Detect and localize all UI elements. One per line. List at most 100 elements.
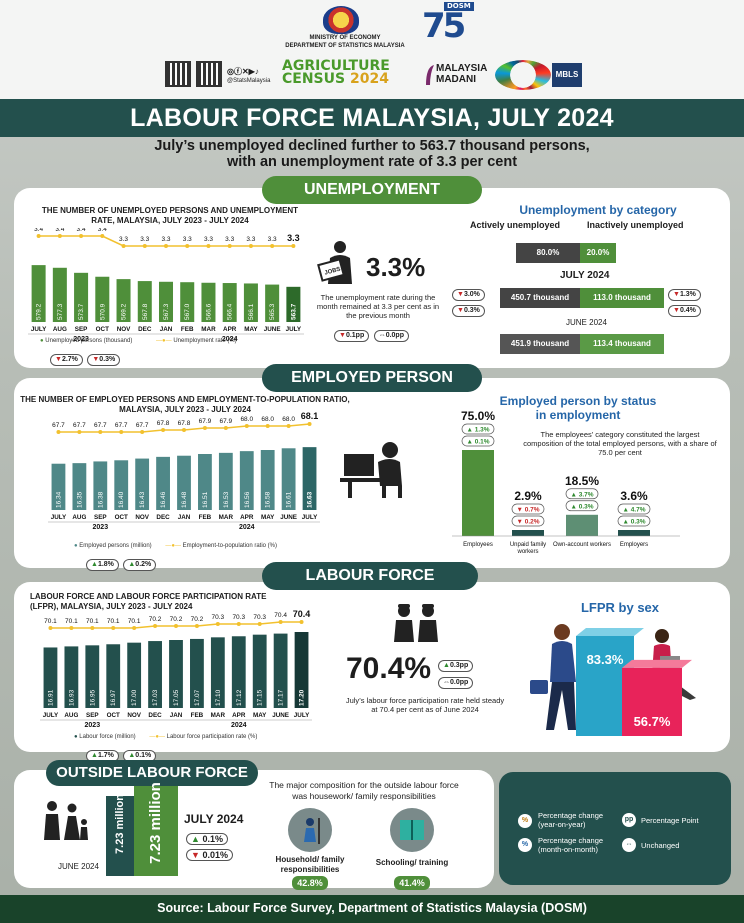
chart-bar xyxy=(93,461,108,510)
madani-line2: MADANI xyxy=(436,74,476,85)
ministry-line1: MINISTRY OF ECONOMY xyxy=(309,35,381,41)
malaysia-madani-logo: MALAYSIA MADANI xyxy=(436,63,487,85)
bar-value-label: 577.3 xyxy=(57,303,64,320)
rate-label: 70.1 xyxy=(44,618,57,625)
household-share: 42.8% xyxy=(292,876,328,890)
mom-symbol-icon: % xyxy=(518,838,532,852)
status-category-label: workers xyxy=(516,549,538,555)
july-value: 7.23 million xyxy=(147,782,164,864)
employed-section-label: EMPLOYED PERSON xyxy=(262,364,482,392)
lfpr-by-sex-chart: 83.3% 56.7% xyxy=(530,624,696,736)
office-worker-icon xyxy=(340,442,402,498)
rate-point xyxy=(202,426,207,430)
male-figure-icon xyxy=(530,624,576,730)
unemployment-rate-changes: ▼0.1pp ⇔0.0pp xyxy=(334,324,409,342)
census-line2: CENSUS xyxy=(282,71,346,87)
status-share-label: 2.9% xyxy=(514,489,542,503)
chart-bar xyxy=(302,447,317,510)
qr-code-icon[interactable] xyxy=(196,61,222,87)
rate-point xyxy=(278,620,283,624)
header-band xyxy=(0,0,744,100)
mbls-logo: MBLS xyxy=(552,63,582,87)
rate-label: 70.3 xyxy=(232,614,245,621)
prev-inactive-value: 113.4 thousand xyxy=(580,334,664,354)
symbols-legend xyxy=(499,772,731,885)
rate-label: 70.1 xyxy=(65,618,78,625)
x-tick-label: JUNE xyxy=(272,712,289,719)
x-tick-label: DEC xyxy=(156,514,170,521)
lfpr-note: July’s labour force participation rate h… xyxy=(345,696,505,714)
rate-point xyxy=(77,430,82,434)
status-bar xyxy=(618,530,650,536)
unemployment-chart-legend: ● Unemployed persons (thousand) —●— Unem… xyxy=(40,338,237,344)
qr-code-icon[interactable] xyxy=(165,61,191,87)
lfpr-by-sex-heading: LFPR by sex xyxy=(580,600,660,615)
rate-label: 68.0 xyxy=(240,416,253,423)
rate-label: 67.7 xyxy=(52,422,65,429)
rate-point xyxy=(265,424,270,428)
lfpr-rate: 70.4% xyxy=(346,652,432,685)
x-tick-label: JAN xyxy=(178,514,191,521)
legend-change-bars: 1.7% xyxy=(97,752,114,759)
bar-value-label: 16.34 xyxy=(55,491,62,508)
rate-point xyxy=(194,624,199,628)
legend-pp: Percentage Point xyxy=(641,816,699,825)
madani-line1: MALAYSIA xyxy=(436,63,488,74)
bar-value-label: 16.91 xyxy=(47,689,54,706)
bar-value-label: 16.38 xyxy=(97,491,104,508)
unemployment-chart: 579.2 JULY 577.3 AUG 573.7 SEP 570.9 OCT 569.2 NO… xyxy=(28,228,304,343)
headline: July’s unemployed declined further to 56… xyxy=(80,138,664,170)
x-tick-label: AUG xyxy=(53,326,67,333)
july-bar xyxy=(134,786,178,876)
pp-symbol-icon: pp xyxy=(622,813,636,827)
housework-icon xyxy=(288,808,332,852)
inactive-yoy: 1.3% xyxy=(679,291,696,298)
bar-value-label: 16.95 xyxy=(89,689,96,706)
chart-bar xyxy=(31,265,46,322)
rate-point xyxy=(90,626,95,630)
june-value: 7.23 million xyxy=(114,794,126,854)
rate-label: 70.2 xyxy=(149,616,162,623)
x-tick-label: OCT xyxy=(107,712,120,719)
change-badge xyxy=(565,488,599,500)
chart-bar xyxy=(281,448,296,510)
unemployment-legend-changes: ▼2.7% ▼0.3% xyxy=(50,348,121,366)
share-active: 80.0% xyxy=(516,243,580,263)
x-tick-label: SEP xyxy=(94,514,107,521)
rate-point xyxy=(48,626,53,630)
chart-bar xyxy=(116,279,131,322)
bar-value-label: 17.17 xyxy=(278,689,285,706)
current-active-value: 450.7 thousand xyxy=(500,288,580,308)
bar-value-label: 17.20 xyxy=(299,689,306,706)
rate-point xyxy=(132,626,137,630)
active-yoy: 3.0% xyxy=(463,291,480,298)
footer-band xyxy=(0,895,744,923)
chart-bar xyxy=(222,283,237,322)
social-handle: @StatsMalaysia xyxy=(227,78,271,84)
rate-point xyxy=(36,234,41,238)
status-mom-label: ▲ 0.3% xyxy=(570,503,593,510)
x-tick-label: JULY xyxy=(294,712,310,719)
rate-point xyxy=(286,424,291,428)
legend-mom: Percentage change (month-on-month) xyxy=(538,836,604,854)
rate-point xyxy=(57,234,62,238)
bar-value-label: 17.03 xyxy=(152,689,159,706)
jobs-icon-label: JOBS xyxy=(324,267,341,277)
rate-label: 3.4 xyxy=(34,228,43,233)
june-bar xyxy=(106,796,134,876)
chart-bar xyxy=(198,454,212,510)
unemployment-rate: 3.3% xyxy=(366,252,426,282)
chart-bar xyxy=(180,282,195,322)
status-chart: 75.0% ▲ 1.3% ▲ 0.1% Employees 2.9% ▼ 0.7% ▼ 0.… xyxy=(452,409,680,555)
x-tick-label: MAY xyxy=(261,514,275,521)
rate-point xyxy=(98,430,103,434)
status-category-label: Own-account workers xyxy=(553,542,611,548)
social-icons[interactable]: ◎ⓕ✕▶♪ xyxy=(227,67,259,76)
unemployment-chart-title: THE NUMBER OF UNEMPLOYED PERSONS AND UNE… xyxy=(30,206,310,226)
chart-bar xyxy=(148,641,162,708)
employed-chart-title: THE NUMBER OF EMPLOYED PERSONS AND EMPLO… xyxy=(20,395,350,415)
bar-value-label: 17.05 xyxy=(173,689,180,706)
legend-bars-label: Labour force (million) xyxy=(79,734,136,740)
rate-label: 70.2 xyxy=(191,616,204,623)
bar-value-label: 566.4 xyxy=(227,303,234,320)
